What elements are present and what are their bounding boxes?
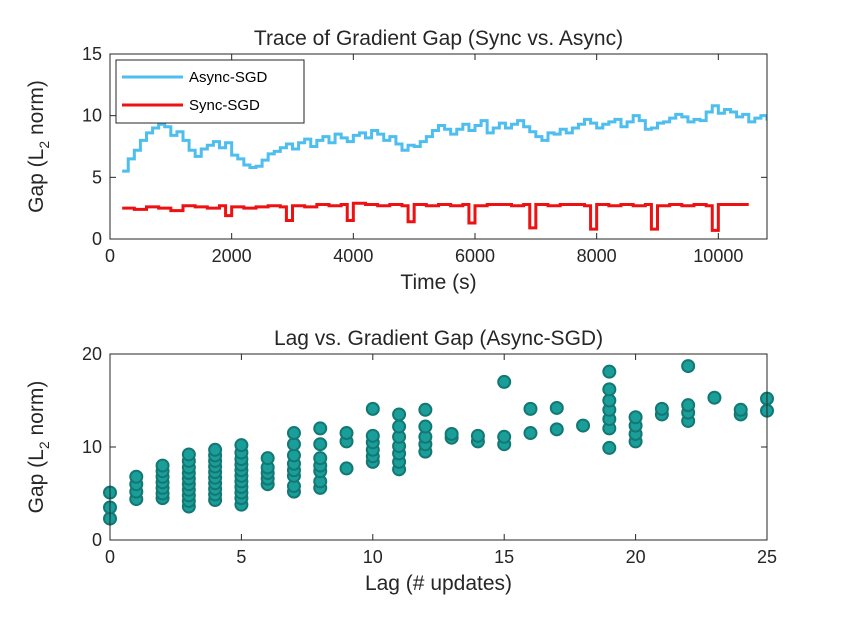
scatter-point [497,429,512,444]
scatter-point [681,398,696,413]
scatter-point [208,442,223,457]
x-tick-label: 5 [236,547,246,567]
y-axis-label-main: Gap (L [25,149,48,213]
axes-frame [109,53,768,240]
x-tick-label: 0 [105,246,115,266]
x-tick-label: 20 [626,547,646,567]
y-axis-label: Gap (L2 norm) [25,80,52,213]
scatter-point [313,421,328,436]
scatter-point [523,401,538,416]
scatter-point [654,401,669,416]
scatter-point [523,426,538,441]
y-tick-label: 0 [92,229,102,249]
scatter-point [707,390,722,405]
scatter-point [313,437,328,452]
legend: Async-SGD Sync-SGD [115,59,305,124]
scatter-point [234,438,249,453]
scatter-point [181,447,196,462]
y-tick-label: 10 [82,437,102,457]
scatter-point [602,364,617,379]
x-tick-label: 15 [494,547,514,567]
y-axis-label-subscript: 2 [36,141,52,149]
scatter-point [339,461,354,476]
scatter-point [392,419,407,434]
scatter-point [602,382,617,397]
y-tick-label: 10 [82,106,102,126]
scatter-point [733,402,748,417]
x-tick-label: 25 [757,547,777,567]
y-tick-label: 20 [82,344,102,364]
scatter-point [681,359,696,374]
scatter-point [576,418,591,433]
plot-area [110,354,767,540]
scatter-point [628,410,643,425]
legend-box [115,59,305,124]
y-tick-label: 15 [82,44,102,64]
scatter-point [392,407,407,422]
scatter-point [418,419,433,434]
x-tick-label: 8000 [577,246,617,266]
legend-label: Sync-SGD [189,97,260,114]
scatter-point [470,428,485,443]
x-tick-label: 2000 [212,246,252,266]
scatter-point [444,426,459,441]
legend-label: Async-SGD [189,69,268,86]
scatter-point [497,374,512,389]
scatter-point [155,458,170,473]
scatter-point [129,469,144,484]
scatter-point [313,451,328,466]
lag-scatter-plot: Lag vs. Gradient Gap (Async-SGD)0 5 10 15 20… [25,327,777,595]
x-tick-label: 4000 [333,246,373,266]
scatter-point [549,400,564,415]
axes-frame [109,353,768,541]
series-line-async-sgd [122,104,767,173]
y-tick-label: 5 [92,167,102,187]
x-tick-label: 0 [105,547,115,567]
x-tick-label: 6000 [455,246,495,266]
series-line-sync-sgd [122,201,749,232]
x-tick-label: 10000 [693,246,743,266]
x-tick-label: 10 [363,547,383,567]
y-axis-label: Gap (L2 norm) [25,381,52,514]
scatter-point [339,426,354,441]
scatter-point [260,451,275,466]
scatter-point [602,440,617,455]
y-tick-label: 0 [92,530,102,550]
y-axis-label-subscript: 2 [36,441,52,449]
chart-title: Lag vs. Gradient Gap (Async-SGD) [274,327,603,350]
y-axis-label-tail: norm) [25,381,48,442]
trace-plot: Trace of Gradient Gap (Sync vs. Async) 0 2… [25,27,768,294]
y-axis-label-tail: norm) [25,80,48,141]
y-axis-label-main: Gap (L [25,449,48,513]
chart-title: Trace of Gradient Gap (Sync vs. Async) [254,27,623,50]
scatter-point [365,401,380,416]
scatter-point [365,428,380,443]
x-axis-label: Lag (# updates) [365,572,512,595]
scatter-point [418,402,433,417]
scatter-point [549,422,564,437]
scatter-point [286,426,301,441]
x-axis-label: Time (s) [400,271,476,294]
